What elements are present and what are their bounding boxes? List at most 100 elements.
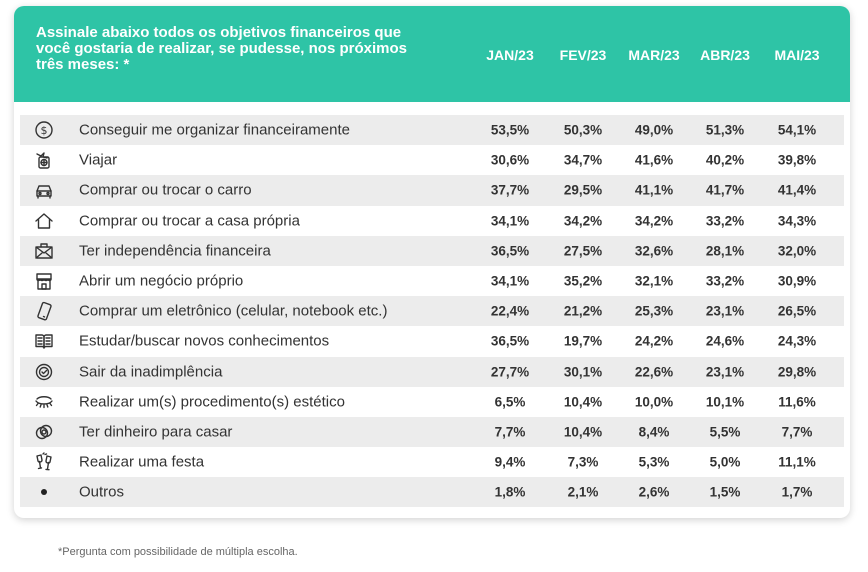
cell-value: 32,6% <box>634 243 674 259</box>
table-row: Sair da inadimplência 27,7% 30,1% 22,6% 23,1… <box>20 356 844 387</box>
cell-value: 24,6% <box>705 333 745 349</box>
cell-value: 26,5% <box>777 303 817 319</box>
row-label: Realizar um(s) procedimento(s) estético <box>79 393 345 411</box>
cell-value: 33,2% <box>705 273 745 289</box>
cell-value: 11,6% <box>778 394 816 410</box>
phone-icon <box>34 301 54 321</box>
house-icon <box>34 211 54 231</box>
row-label: Outros <box>79 483 125 501</box>
cell-value: 5,0% <box>709 454 741 470</box>
footnote: *Pergunta com possibilidade de múltipla … <box>58 546 298 558</box>
table-row: $ Conseguir me organizar financeiramente 5… <box>20 115 844 146</box>
row-label: Abrir um negócio próprio <box>79 272 244 290</box>
cell-value: 27,5% <box>563 243 603 259</box>
cell-value: 27,7% <box>490 364 530 380</box>
table-body: $ Conseguir me organizar financeiramente 5… <box>20 115 844 508</box>
cell-value: 36,5% <box>490 243 530 259</box>
table-row: Ter independência financeira 36,5% 27,5% 32… <box>20 235 844 266</box>
badge-icon <box>34 362 54 382</box>
cell-value: 7,7% <box>494 424 526 440</box>
cell-value: 51,3% <box>705 122 745 138</box>
column-header-1: FEV/23 <box>559 47 607 63</box>
cell-value: 7,7% <box>781 424 813 440</box>
bullet-icon <box>34 482 54 502</box>
cell-value: 22,4% <box>490 303 530 319</box>
cell-value: 29,8% <box>777 364 817 380</box>
cell-value: 30,9% <box>777 273 817 289</box>
toast-glasses-icon <box>34 452 54 472</box>
cell-value: 19,7% <box>563 333 603 349</box>
table-row: Viajar 30,6% 34,7% 41,6% 40,2% 39,8% <box>20 145 844 175</box>
column-header-0: JAN/23 <box>486 47 534 63</box>
cell-value: 50,3% <box>563 122 603 138</box>
rings-icon <box>34 422 54 442</box>
table-header: Assinale abaixo todos os objetivos finan… <box>14 6 850 102</box>
cell-value: 1,8% <box>494 484 526 500</box>
cell-value: 41,4% <box>777 182 817 198</box>
cell-value: 40,2% <box>705 152 745 168</box>
row-label: Viajar <box>79 151 118 169</box>
table-row: Comprar ou trocar o carro 37,7% 29,5% 41,1%… <box>20 175 844 206</box>
cell-value: 25,3% <box>634 303 674 319</box>
column-header-4: MAI/23 <box>774 47 820 63</box>
svg-text:$: $ <box>41 124 48 137</box>
cell-value: 34,2% <box>634 213 674 229</box>
book-icon <box>34 331 54 351</box>
cell-value: 54,1% <box>777 122 817 138</box>
envelope-money-icon <box>34 241 54 261</box>
eye-lashes-icon <box>34 392 54 412</box>
cell-value: 41,1% <box>634 182 674 198</box>
car-icon <box>34 180 54 200</box>
question-text: Assinale abaixo todos os objetivos finan… <box>36 24 407 73</box>
row-label: Comprar ou trocar a casa própria <box>79 212 300 230</box>
store-icon <box>34 271 54 291</box>
cell-value: 30,1% <box>563 364 603 380</box>
cell-value: 36,5% <box>490 333 530 349</box>
cell-value: 41,6% <box>634 152 674 168</box>
cell-value: 41,7% <box>705 182 745 198</box>
cell-value: 5,5% <box>709 424 741 440</box>
money-icon: $ <box>34 120 54 140</box>
cell-value: 11,1% <box>778 454 816 470</box>
cell-value: 34,1% <box>490 273 530 289</box>
cell-value: 53,5% <box>490 122 530 138</box>
cell-value: 28,1% <box>705 243 745 259</box>
travel-icon <box>34 150 54 170</box>
table-row: Comprar um eletrônico (celular, notebook… <box>20 296 844 327</box>
column-header-2: MAR/23 <box>628 47 680 63</box>
cell-value: 22,6% <box>634 364 674 380</box>
cell-value: 24,3% <box>777 333 817 349</box>
cell-value: 23,1% <box>705 303 745 319</box>
cell-value: 35,2% <box>563 273 603 289</box>
survey-table-card: Assinale abaixo todos os objetivos finan… <box>14 6 850 518</box>
cell-value: 29,5% <box>563 182 603 198</box>
cell-value: 10,4% <box>563 394 603 410</box>
cell-value: 30,6% <box>490 152 530 168</box>
cell-value: 9,4% <box>494 454 526 470</box>
row-label: Estudar/buscar novos conhecimentos <box>79 332 330 350</box>
table-row: Ter dinheiro para casar 7,7% 10,4% 8,4% 5,5%… <box>20 416 844 448</box>
cell-value: 2,6% <box>638 484 670 500</box>
row-label: Sair da inadimplência <box>79 363 223 381</box>
column-header-3: ABR/23 <box>700 47 750 63</box>
cell-value: 32,0% <box>777 243 817 259</box>
cell-value: 10,4% <box>563 424 603 440</box>
table-row: Estudar/buscar novos conhecimentos 36,5% 1… <box>20 326 844 356</box>
cell-value: 32,1% <box>634 273 674 289</box>
cell-value: 24,2% <box>634 333 674 349</box>
table-row: Outros 1,8% 2,1% 2,6% 1,5% 1,7% <box>20 477 844 508</box>
cell-value: 2,1% <box>567 484 599 500</box>
cell-value: 34,1% <box>490 213 530 229</box>
table-row: Abrir um negócio próprio 34,1% 35,2% 32,1% 3… <box>20 266 844 296</box>
row-label: Comprar um eletrônico (celular, notebook… <box>79 302 388 320</box>
row-label: Comprar ou trocar o carro <box>79 181 252 199</box>
table-row: Comprar ou trocar a casa própria 34,1% 34,… <box>20 206 844 236</box>
cell-value: 21,2% <box>563 303 603 319</box>
cell-value: 8,4% <box>638 424 670 440</box>
row-label: Ter independência financeira <box>79 242 271 260</box>
cell-value: 34,7% <box>563 152 603 168</box>
cell-value: 1,7% <box>781 484 813 500</box>
cell-value: 7,3% <box>567 454 599 470</box>
cell-value: 6,5% <box>494 394 526 410</box>
cell-value: 37,7% <box>490 182 530 198</box>
